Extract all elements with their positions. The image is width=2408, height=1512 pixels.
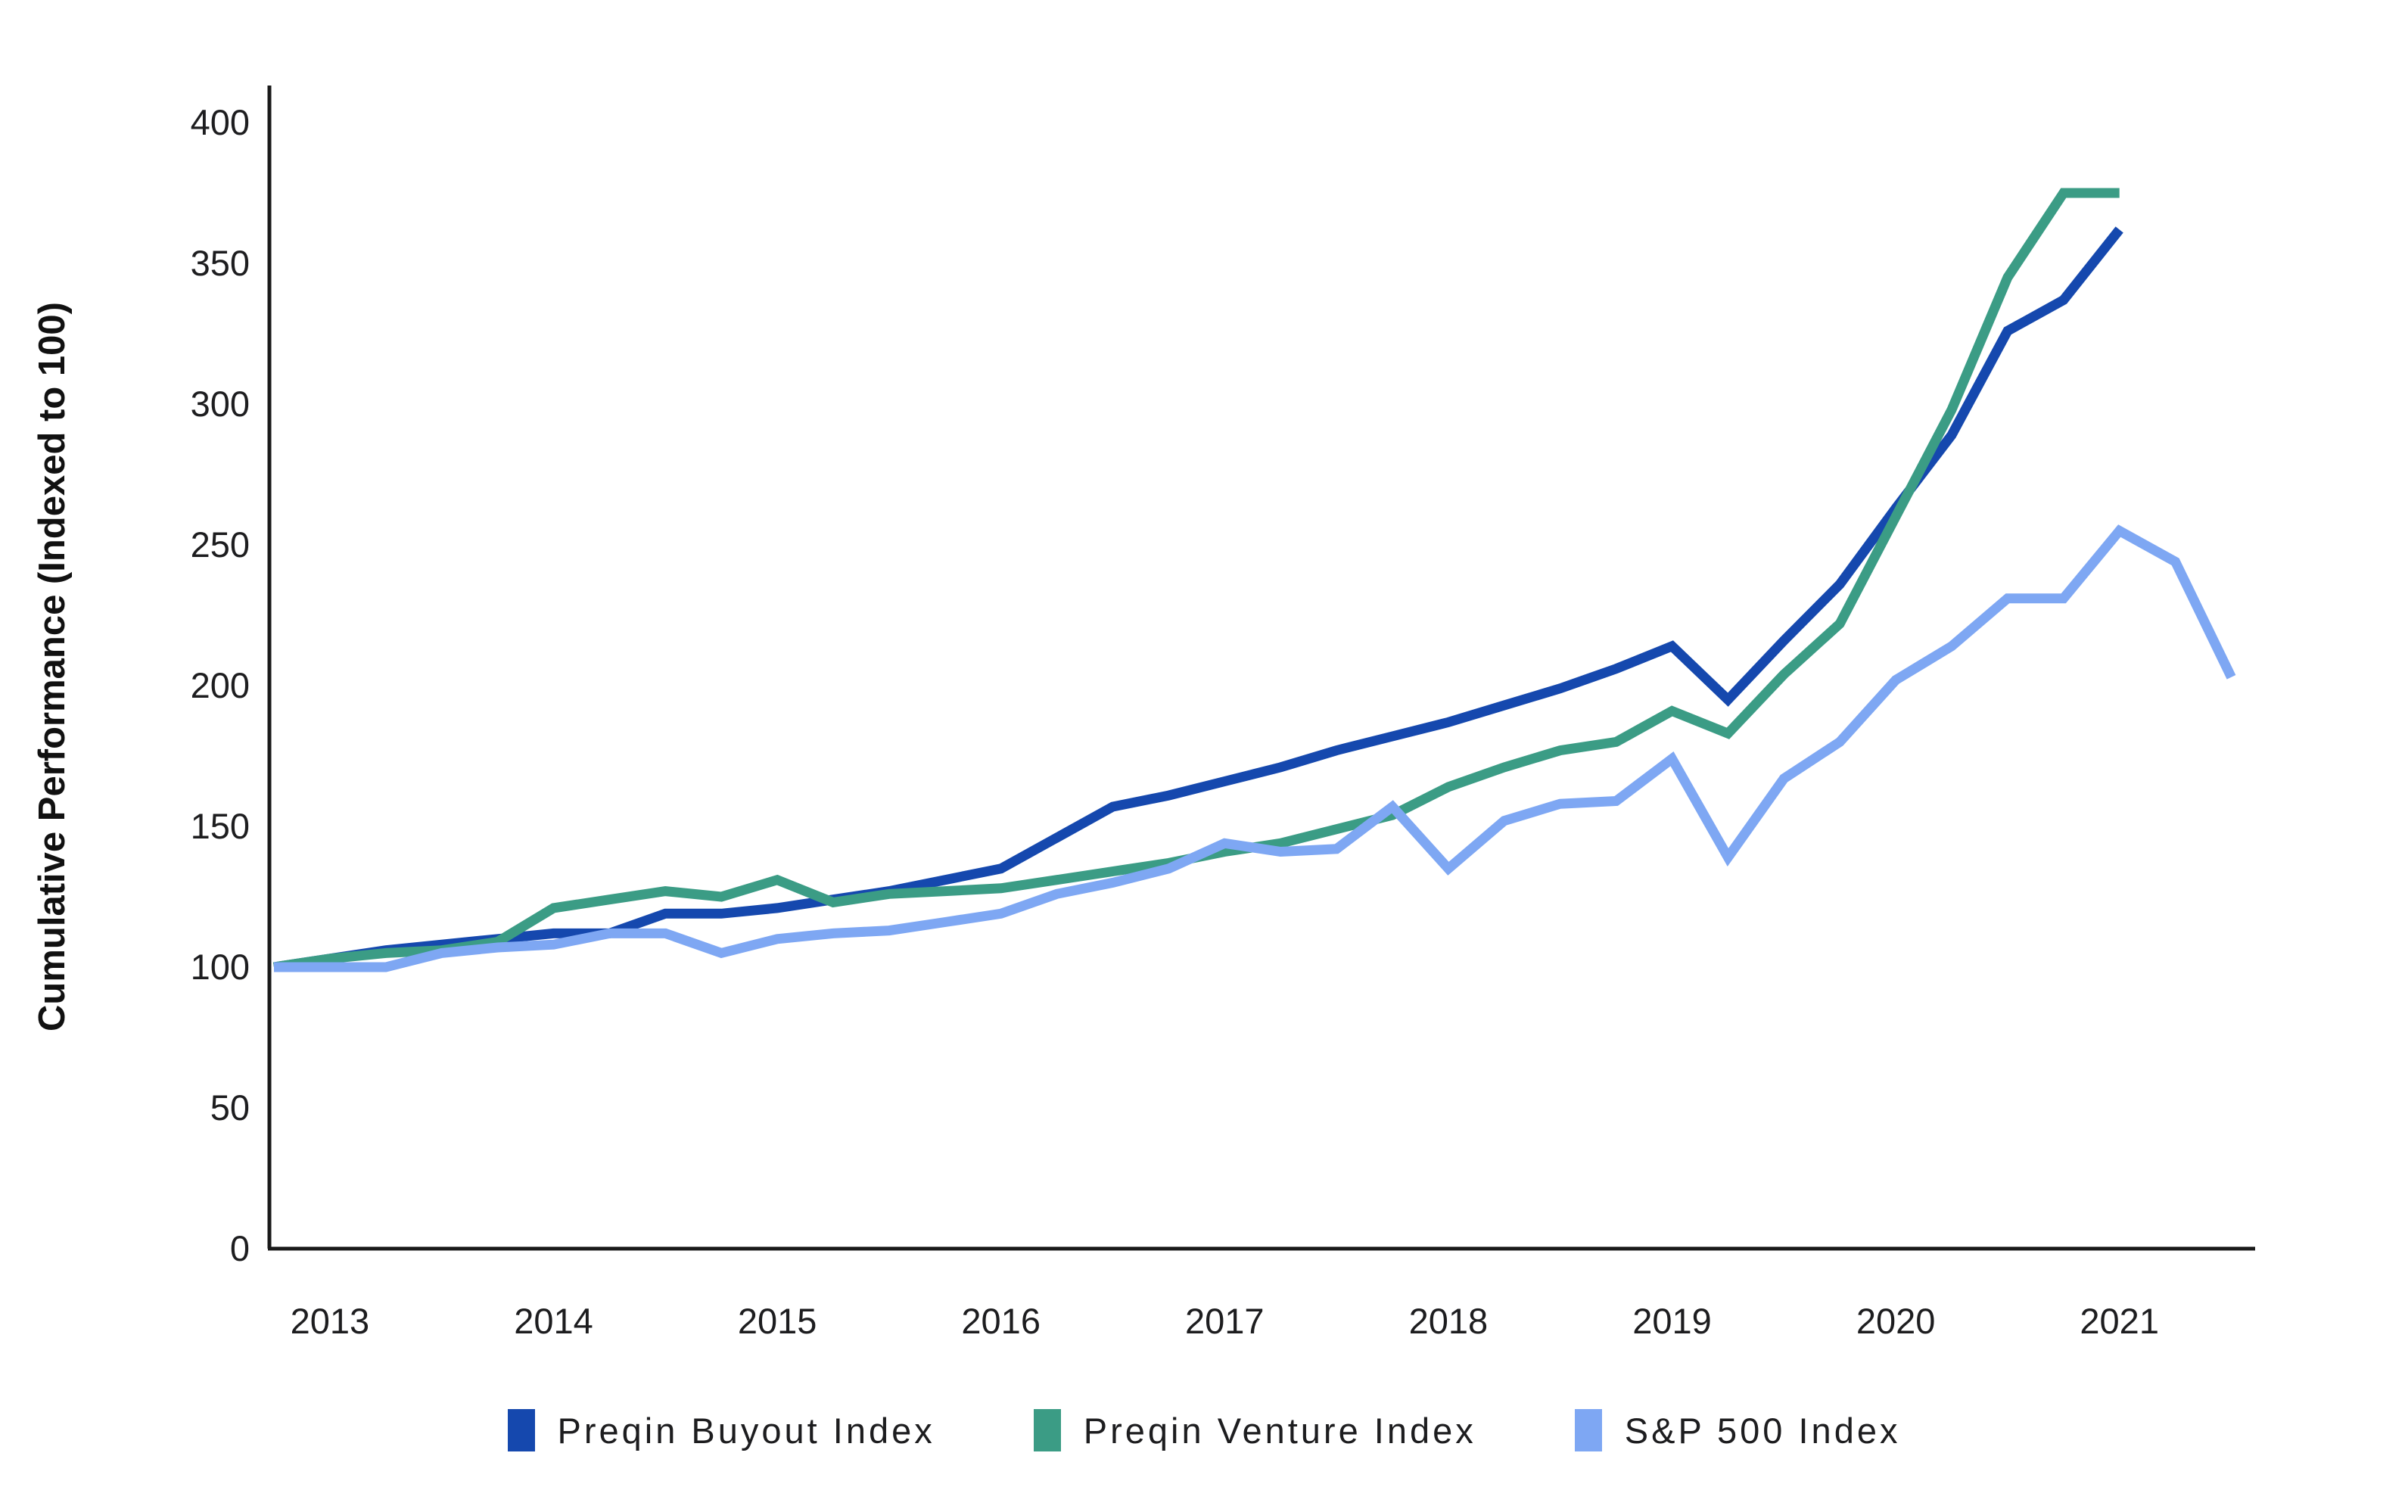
y-tick-label-0: 0	[230, 1228, 250, 1268]
legend: Preqin Buyout Index Preqin Venture Index S…	[0, 1409, 2408, 1451]
x-tick-label-2015: 2015	[738, 1301, 817, 1341]
legend-swatch-icon	[1574, 1409, 1602, 1451]
legend-label: Preqin Venture Index	[1083, 1410, 1476, 1451]
x-tick-label-2020: 2020	[1856, 1301, 1936, 1341]
legend-label: S&P 500 Index	[1624, 1410, 1901, 1451]
x-tick-label-2018: 2018	[1409, 1301, 1489, 1341]
legend-swatch-icon	[1033, 1409, 1061, 1451]
x-tick-label-2016: 2016	[961, 1301, 1041, 1341]
x-tick-label-2021: 2021	[2080, 1301, 2159, 1341]
y-tick-label-150: 150	[191, 806, 250, 846]
y-tick-label-350: 350	[191, 243, 250, 283]
x-tick-label-2017: 2017	[1185, 1301, 1265, 1341]
y-axis-title: Cumulative Performance (Indexed to 100)	[32, 302, 73, 1031]
x-tick-label-2019: 2019	[1632, 1301, 1712, 1341]
legend-swatch-icon	[507, 1409, 535, 1451]
y-tick-label-400: 400	[191, 102, 250, 142]
legend-item-preqin-buyout-index: Preqin Buyout Index	[507, 1409, 935, 1451]
series-line-preqin-buyout-index	[273, 226, 2123, 972]
y-tick-label-100: 100	[191, 947, 250, 987]
x-tick-label-2014: 2014	[514, 1301, 593, 1341]
legend-label: Preqin Buyout Index	[557, 1410, 935, 1451]
series-line-s-p-500-index	[274, 524, 2236, 972]
legend-item-preqin-venture-index: Preqin Venture Index	[1033, 1409, 1476, 1451]
y-tick-label-300: 300	[191, 384, 250, 424]
y-tick-label-250: 250	[191, 524, 250, 565]
x-tick-label-2013: 2013	[291, 1301, 370, 1341]
y-tick-label-50: 50	[210, 1087, 250, 1128]
legend-item-s-p-500-index: S&P 500 Index	[1574, 1409, 1901, 1451]
y-tick-label-200: 200	[191, 665, 250, 705]
